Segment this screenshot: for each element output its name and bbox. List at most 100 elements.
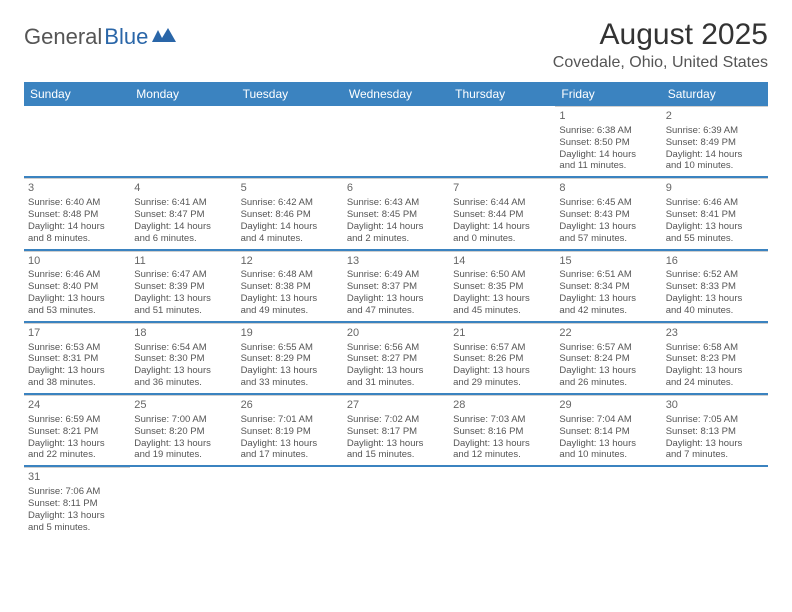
day-cell: 12Sunrise: 6:48 AMSunset: 8:38 PMDayligh…: [237, 251, 343, 321]
day-number: 26: [241, 399, 339, 413]
week-row: 24Sunrise: 6:59 AMSunset: 8:21 PMDayligh…: [24, 395, 768, 467]
day-cell: [130, 106, 236, 176]
day-cell: 29Sunrise: 7:04 AMSunset: 8:14 PMDayligh…: [555, 395, 661, 465]
day-detail: and 10 minutes.: [666, 160, 764, 172]
day-detail: Sunset: 8:41 PM: [666, 209, 764, 221]
day-detail: Sunrise: 6:51 AM: [559, 269, 657, 281]
day-detail: and 57 minutes.: [559, 233, 657, 245]
day-detail: Daylight: 13 hours: [28, 438, 126, 450]
day-number: 14: [453, 255, 551, 269]
day-detail: Sunset: 8:24 PM: [559, 353, 657, 365]
day-detail: Sunrise: 6:41 AM: [134, 197, 232, 209]
day-number: 21: [453, 327, 551, 341]
logo-text-general: General: [24, 24, 102, 50]
day-detail: and 45 minutes.: [453, 305, 551, 317]
day-cell: 18Sunrise: 6:54 AMSunset: 8:30 PMDayligh…: [130, 323, 236, 393]
day-detail: Daylight: 13 hours: [666, 438, 764, 450]
day-detail: Sunrise: 6:43 AM: [347, 197, 445, 209]
day-detail: Sunset: 8:38 PM: [241, 281, 339, 293]
day-detail: and 10 minutes.: [559, 449, 657, 461]
day-cell: 24Sunrise: 6:59 AMSunset: 8:21 PMDayligh…: [24, 395, 130, 465]
day-cell: [449, 106, 555, 176]
day-detail: Sunset: 8:33 PM: [666, 281, 764, 293]
day-detail: Sunset: 8:45 PM: [347, 209, 445, 221]
day-cell: 16Sunrise: 6:52 AMSunset: 8:33 PMDayligh…: [662, 251, 768, 321]
day-cell: [130, 467, 236, 537]
day-cell: [237, 467, 343, 537]
day-number: 12: [241, 255, 339, 269]
day-detail: and 55 minutes.: [666, 233, 764, 245]
day-detail: and 31 minutes.: [347, 377, 445, 389]
week-row: 10Sunrise: 6:46 AMSunset: 8:40 PMDayligh…: [24, 251, 768, 323]
week-row: 3Sunrise: 6:40 AMSunset: 8:48 PMDaylight…: [24, 178, 768, 250]
day-detail: Sunset: 8:39 PM: [134, 281, 232, 293]
day-number: 8: [559, 182, 657, 196]
day-detail: and 5 minutes.: [28, 522, 126, 534]
day-number: 27: [347, 399, 445, 413]
day-detail: Sunrise: 6:47 AM: [134, 269, 232, 281]
day-number: 25: [134, 399, 232, 413]
dow-cell: Monday: [130, 82, 236, 106]
day-detail: Sunrise: 6:40 AM: [28, 197, 126, 209]
day-detail: Sunset: 8:26 PM: [453, 353, 551, 365]
day-detail: and 53 minutes.: [28, 305, 126, 317]
dow-cell: Tuesday: [237, 82, 343, 106]
day-detail: and 40 minutes.: [666, 305, 764, 317]
day-detail: Sunset: 8:16 PM: [453, 426, 551, 438]
dow-cell: Thursday: [449, 82, 555, 106]
day-detail: and 24 minutes.: [666, 377, 764, 389]
location: Covedale, Ohio, United States: [553, 54, 768, 72]
day-number: 23: [666, 327, 764, 341]
day-detail: Sunset: 8:34 PM: [559, 281, 657, 293]
day-number: 16: [666, 255, 764, 269]
day-detail: Sunset: 8:19 PM: [241, 426, 339, 438]
day-number: 6: [347, 182, 445, 196]
day-detail: Sunrise: 6:38 AM: [559, 125, 657, 137]
day-number: 15: [559, 255, 657, 269]
day-detail: Sunset: 8:43 PM: [559, 209, 657, 221]
day-cell: [343, 467, 449, 537]
day-detail: Sunset: 8:21 PM: [28, 426, 126, 438]
day-detail: and 17 minutes.: [241, 449, 339, 461]
day-detail: Sunrise: 6:58 AM: [666, 342, 764, 354]
day-cell: 26Sunrise: 7:01 AMSunset: 8:19 PMDayligh…: [237, 395, 343, 465]
day-detail: and 12 minutes.: [453, 449, 551, 461]
day-detail: Daylight: 13 hours: [347, 293, 445, 305]
day-detail: Sunrise: 7:04 AM: [559, 414, 657, 426]
week-row: 31Sunrise: 7:06 AMSunset: 8:11 PMDayligh…: [24, 467, 768, 537]
day-number: 10: [28, 255, 126, 269]
day-cell: 22Sunrise: 6:57 AMSunset: 8:24 PMDayligh…: [555, 323, 661, 393]
day-detail: Daylight: 14 hours: [666, 149, 764, 161]
day-detail: and 15 minutes.: [347, 449, 445, 461]
day-detail: Daylight: 13 hours: [666, 293, 764, 305]
day-detail: Daylight: 13 hours: [666, 365, 764, 377]
day-detail: Sunset: 8:17 PM: [347, 426, 445, 438]
day-cell: [555, 467, 661, 537]
day-detail: Daylight: 13 hours: [241, 438, 339, 450]
day-detail: Sunset: 8:23 PM: [666, 353, 764, 365]
day-detail: Daylight: 13 hours: [559, 438, 657, 450]
week-row: 1Sunrise: 6:38 AMSunset: 8:50 PMDaylight…: [24, 106, 768, 178]
dow-cell: Friday: [555, 82, 661, 106]
day-detail: Sunset: 8:30 PM: [134, 353, 232, 365]
day-number: 3: [28, 182, 126, 196]
day-detail: Sunset: 8:14 PM: [559, 426, 657, 438]
day-detail: Sunset: 8:46 PM: [241, 209, 339, 221]
day-detail: Daylight: 13 hours: [453, 365, 551, 377]
day-detail: Sunset: 8:50 PM: [559, 137, 657, 149]
day-detail: Daylight: 13 hours: [134, 293, 232, 305]
day-detail: Sunrise: 6:54 AM: [134, 342, 232, 354]
day-detail: Sunset: 8:29 PM: [241, 353, 339, 365]
day-detail: Daylight: 13 hours: [28, 293, 126, 305]
flag-icon: [152, 26, 176, 49]
day-detail: Daylight: 13 hours: [666, 221, 764, 233]
day-cell: 6Sunrise: 6:43 AMSunset: 8:45 PMDaylight…: [343, 178, 449, 248]
day-detail: and 36 minutes.: [134, 377, 232, 389]
day-detail: and 38 minutes.: [28, 377, 126, 389]
day-detail: Sunset: 8:11 PM: [28, 498, 126, 510]
day-detail: and 51 minutes.: [134, 305, 232, 317]
day-detail: Sunset: 8:13 PM: [666, 426, 764, 438]
day-cell: 3Sunrise: 6:40 AMSunset: 8:48 PMDaylight…: [24, 178, 130, 248]
day-detail: Sunrise: 6:56 AM: [347, 342, 445, 354]
day-cell: 27Sunrise: 7:02 AMSunset: 8:17 PMDayligh…: [343, 395, 449, 465]
